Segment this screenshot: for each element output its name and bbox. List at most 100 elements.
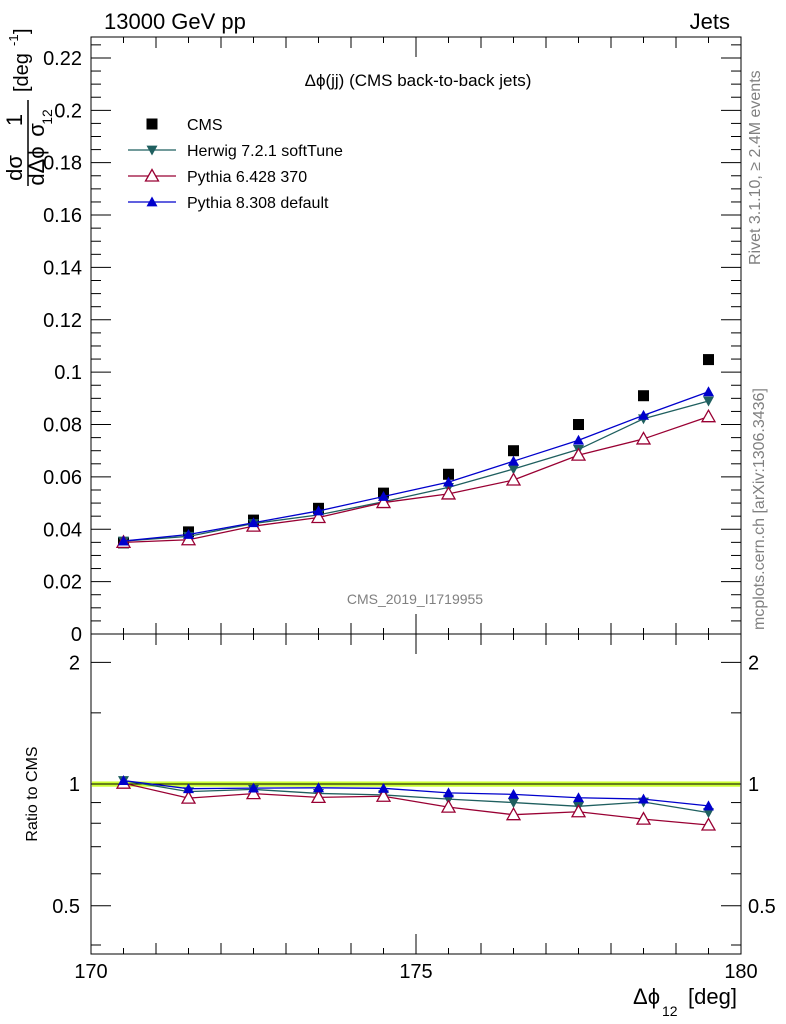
- data-point: [508, 445, 519, 457]
- ratio-data-point: [248, 782, 259, 793]
- ratio-axis-ticks: [90, 634, 742, 954]
- x-tick-label: 175: [399, 961, 432, 983]
- ylabel-sub: 12: [39, 109, 55, 125]
- data-point: [313, 505, 324, 516]
- ratio-y-tick-label: 2: [69, 652, 80, 674]
- main-axis-ticks: [90, 37, 742, 635]
- legend-entry: Pythia 6.428 370: [128, 168, 307, 186]
- data-point: [638, 390, 649, 402]
- ratio-data-point: [703, 808, 714, 819]
- y-tick-label: 0.16: [43, 205, 82, 227]
- header-jets-label: Jets: [690, 9, 730, 34]
- ratio-series-line: [123, 782, 709, 826]
- legend-marker: [144, 168, 160, 182]
- data-point: [375, 494, 392, 509]
- ratio-y-tick-label: 0.5: [52, 896, 80, 918]
- ratio-data-point: [508, 798, 519, 809]
- y-tick-label: 0.02: [43, 572, 82, 594]
- ratio-data-point: [570, 803, 587, 818]
- ratio-data-point: [635, 811, 652, 825]
- x-tick-labels: 170 175 180: [74, 961, 757, 983]
- data-point: [638, 409, 649, 420]
- ratio-series-line: [123, 779, 709, 807]
- y-tick-label: 0.1: [54, 362, 82, 384]
- ratio-data-point: [505, 806, 522, 821]
- main-y-axis-label: 1 dσ σ dΔϕ 12 [deg -1 ]: [2, 28, 55, 186]
- legend-label: Pythia 8.308 default: [187, 195, 329, 212]
- ratio-y-tick-label-right: 2: [748, 652, 759, 674]
- x-axis-label-unit: [deg]: [688, 984, 737, 1009]
- analysis-watermark: CMS_2019_I1719955: [347, 591, 483, 607]
- y-tick-label: 0.18: [43, 153, 82, 175]
- ratio-data-point: [508, 788, 519, 799]
- data-point: [118, 535, 129, 546]
- chart-title: Δϕ(jj) (CMS back-to-back jets): [305, 71, 532, 90]
- data-point: [703, 386, 714, 397]
- data-point: [508, 455, 519, 466]
- ratio-data-point: [703, 800, 714, 811]
- data-point: [573, 419, 584, 431]
- ylabel-den2: dΔϕ: [24, 146, 49, 185]
- ratio-data-point: [573, 792, 584, 803]
- series-herwig-7-2-1-softtune: [118, 396, 714, 547]
- legend-entry: Pythia 8.308 default: [128, 195, 329, 212]
- mcplots-label: mcplots.cern.ch [arXiv:1306.3436]: [751, 388, 768, 630]
- series-line: [123, 391, 709, 542]
- y-tick-label: 0.14: [43, 257, 82, 279]
- data-point: [570, 447, 587, 461]
- data-point: [703, 396, 714, 407]
- ratio-data-point: [118, 775, 129, 785]
- y-tick-label: 0.12: [43, 310, 82, 332]
- data-point: [248, 517, 259, 528]
- ratio-data-point: [245, 785, 262, 800]
- main-y-tick-labels: 0 0.02 0.04 0.06 0.08 0.1 0.12 0.14 0.16 0.18 0.2 0…: [43, 48, 82, 646]
- data-point: [443, 468, 454, 480]
- legend-marker: [146, 196, 158, 207]
- ratio-data-point: [700, 817, 717, 831]
- ylabel-unit: [deg: [11, 53, 33, 92]
- ratio-y-tick-label-right: 0.5: [748, 896, 776, 918]
- data-point: [183, 529, 194, 539]
- legend: CMS Herwig 7.2.1 softTune Pythia 6.428 370…: [128, 117, 343, 212]
- ylabel-unit-end: ]: [11, 28, 33, 34]
- legend-entry: CMS: [146, 117, 223, 134]
- ratio-data-point: [440, 799, 457, 813]
- y-tick-label: 0: [71, 624, 82, 646]
- data-point: [180, 531, 197, 546]
- ratio-data-point: [443, 787, 454, 798]
- data-point: [443, 476, 454, 487]
- data-point: [700, 408, 717, 423]
- y-tick-label: 0.06: [43, 467, 82, 489]
- ylabel-num: 1: [2, 114, 27, 126]
- ratio-data-point: [180, 790, 197, 804]
- data-point: [635, 431, 652, 445]
- ratio-data-point: [313, 782, 324, 793]
- ratio-y-tick-labels: 0.5 0.5 1 1 2 2: [52, 652, 776, 917]
- y-tick-label: 0.2: [54, 100, 82, 122]
- data-point: [508, 464, 519, 475]
- y-tick-label: 0.08: [43, 415, 82, 437]
- legend-marker: [146, 118, 158, 130]
- x-tick-label: 170: [74, 961, 107, 983]
- ratio-series-group: [115, 775, 717, 831]
- series-cms: [118, 354, 714, 549]
- ratio-y-tick-label-right: 1: [748, 774, 759, 796]
- ylabel-num2: dσ: [2, 155, 27, 181]
- ylabel-den: σ: [24, 123, 49, 137]
- data-point: [310, 509, 327, 524]
- ratio-y-axis-label: Ratio to CMS: [24, 746, 41, 841]
- main-series-group: [115, 354, 717, 549]
- ratio-series-line: [123, 779, 709, 814]
- legend-entry: Herwig 7.2.1 softTune: [128, 143, 343, 160]
- ylabel-unit-sup: -1: [6, 34, 21, 46]
- series-pythia-6-428-370: [115, 408, 717, 549]
- ratio-data-point: [183, 783, 194, 794]
- series-line: [123, 400, 709, 542]
- series-line: [123, 416, 709, 544]
- header-energy-label: 13000 GeV pp: [104, 9, 246, 34]
- legend-label: CMS: [187, 117, 223, 134]
- ratio-y-tick-label: 1: [69, 774, 80, 796]
- ratio-data-point: [310, 789, 327, 804]
- ratio-data-point: [638, 793, 649, 804]
- ratio-data-point: [375, 788, 392, 802]
